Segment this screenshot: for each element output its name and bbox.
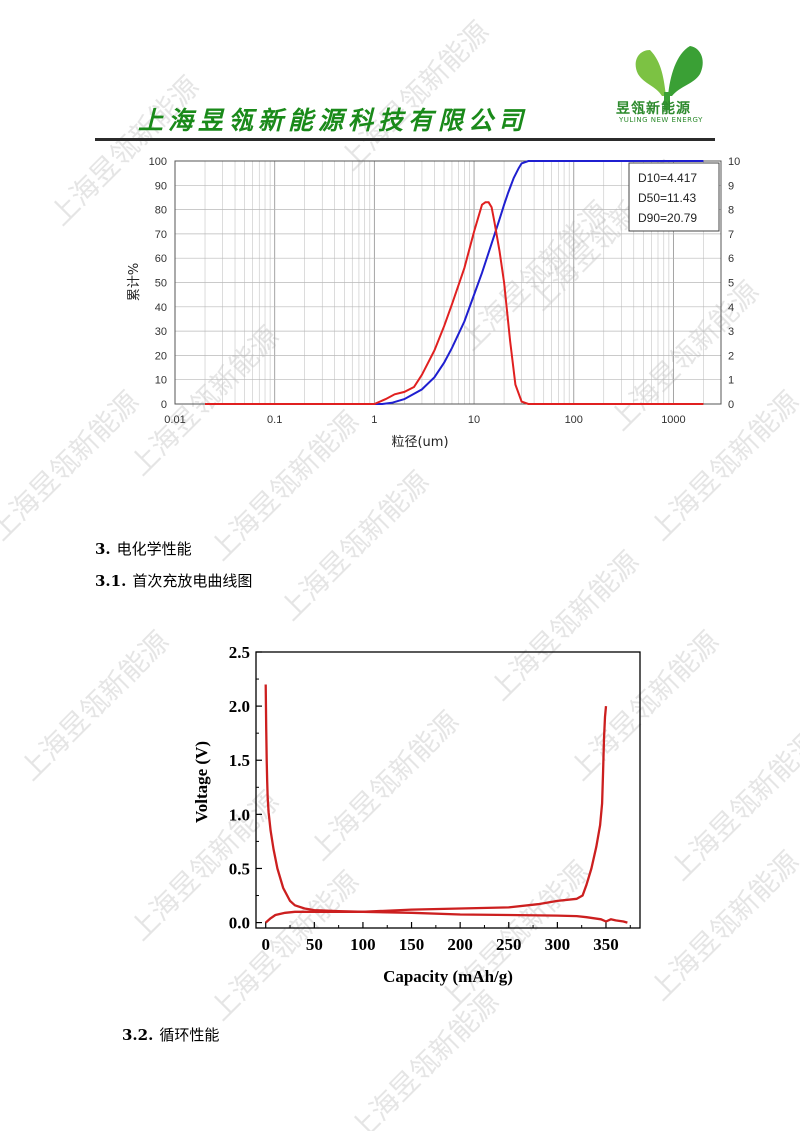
section-3-1-heading: 3.1. 首次充放电曲线图	[95, 570, 252, 591]
y-tick-label: 0.5	[229, 859, 250, 878]
y-tick-label: 0.0	[229, 914, 250, 933]
section-number: 3.2.	[122, 1026, 154, 1044]
x-tick-label: 1	[371, 414, 377, 426]
legend-entry: D90=20.79	[638, 211, 697, 225]
y2-tick-label: 8	[728, 205, 734, 217]
y-tick-label: 1.0	[229, 805, 250, 824]
x-tick-label: 10	[468, 414, 480, 426]
section-title: 首次充放电曲线图	[132, 572, 253, 590]
series-line	[264, 705, 608, 924]
y-tick-label: 2.0	[229, 697, 250, 716]
x-tick-label: 300	[545, 935, 571, 954]
y-axis-label: 累计%	[127, 263, 142, 301]
y-tick-label: 1.5	[229, 751, 250, 770]
plot-frame	[255, 651, 641, 929]
x-tick-label: 0.1	[267, 414, 282, 426]
company-name: 上海昱瓴新能源科技有限公司	[138, 106, 529, 135]
x-tick-label: 0.01	[164, 414, 185, 426]
y2-tick-label: 6	[728, 253, 734, 265]
y2-tick-label: 9	[728, 180, 734, 192]
header-rule	[95, 138, 715, 141]
y-tick-label: 50	[155, 278, 167, 290]
y2-tick-label: 5	[728, 278, 734, 290]
y-tick-label: 90	[155, 180, 167, 192]
x-tick-label: 100	[565, 414, 583, 426]
watermark-text: 上海昱瓴新能源	[343, 984, 506, 1131]
y-tick-label: 10	[155, 375, 167, 387]
legend-entry: D10=4.417	[638, 171, 697, 185]
y2-tick-label: 0	[728, 399, 734, 411]
series-line	[205, 201, 704, 405]
charge-discharge-chart: 0.0 0.5 1.0 1.5 2.0 2.5 0 50 100 150 200 250 300 350 C…	[192, 643, 641, 986]
y2-tick-label: 2	[728, 350, 734, 362]
series-line	[264, 684, 628, 924]
y-tick-label: 0	[161, 399, 167, 411]
leaf-y-logo-icon	[635, 46, 703, 110]
y-tick-label: 100	[149, 156, 167, 168]
x-tick-label: 1000	[661, 414, 685, 426]
section-title: 电化学性能	[116, 540, 192, 558]
series-line	[205, 160, 704, 405]
logo-subtitle: YULING NEW ENERGY	[619, 116, 703, 124]
y2-tick-label: 1	[728, 375, 734, 387]
section-3-heading: 3. 电化学性能	[95, 538, 192, 559]
logo-name: 昱瓴新能源	[616, 101, 691, 117]
section-number: 3.1.	[95, 572, 127, 590]
y-tick-label: 80	[155, 205, 167, 217]
section-number: 3.	[95, 540, 111, 558]
y2-tick-label: 7	[728, 229, 734, 241]
y2-tick-label: 3	[728, 326, 734, 338]
x-tick-label: 250	[496, 935, 522, 954]
x-tick-label: 350	[593, 935, 619, 954]
y-tick-label: 60	[155, 253, 167, 265]
plot-frame	[174, 160, 722, 405]
x-tick-label: 150	[399, 935, 425, 954]
x-axis-label: Capacity (mAh/g)	[383, 967, 513, 986]
x-tick-label: 200	[447, 935, 473, 954]
x-tick-label: 100	[350, 935, 376, 954]
y2-tick-label: 10	[728, 156, 740, 168]
y-tick-label: 70	[155, 229, 167, 241]
legend-box	[628, 162, 720, 232]
y-tick-label: 20	[155, 350, 167, 362]
y-tick-label: 30	[155, 326, 167, 338]
section-3-2-heading: 3.2. 循环性能	[122, 1024, 219, 1045]
y-tick-label: 40	[155, 302, 167, 314]
y-axis-label: Voltage (V)	[192, 741, 211, 823]
legend-entry: D50=11.43	[638, 191, 696, 205]
x-axis-label: 粒径(um)	[391, 435, 448, 450]
y2-tick-label: 4	[728, 302, 734, 314]
x-tick-label: 0	[261, 935, 270, 954]
x-tick-label: 50	[306, 935, 323, 954]
legend: D10=4.417 D50=11.43 D90=20.79	[628, 162, 720, 232]
section-title: 循环性能	[159, 1026, 220, 1044]
y-tick-label: 2.5	[229, 643, 250, 662]
